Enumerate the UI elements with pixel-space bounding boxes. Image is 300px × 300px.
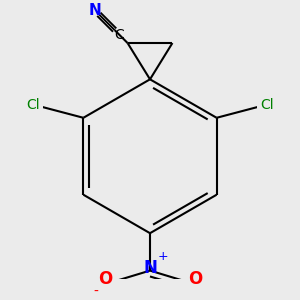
Text: N: N [88,2,101,17]
Text: O: O [188,270,202,288]
Text: Cl: Cl [26,98,40,112]
Text: Cl: Cl [260,98,274,112]
Text: +: + [158,250,168,263]
Text: N: N [143,260,157,278]
Text: C: C [114,28,124,42]
Text: O: O [98,270,112,288]
Text: -: - [93,285,98,299]
